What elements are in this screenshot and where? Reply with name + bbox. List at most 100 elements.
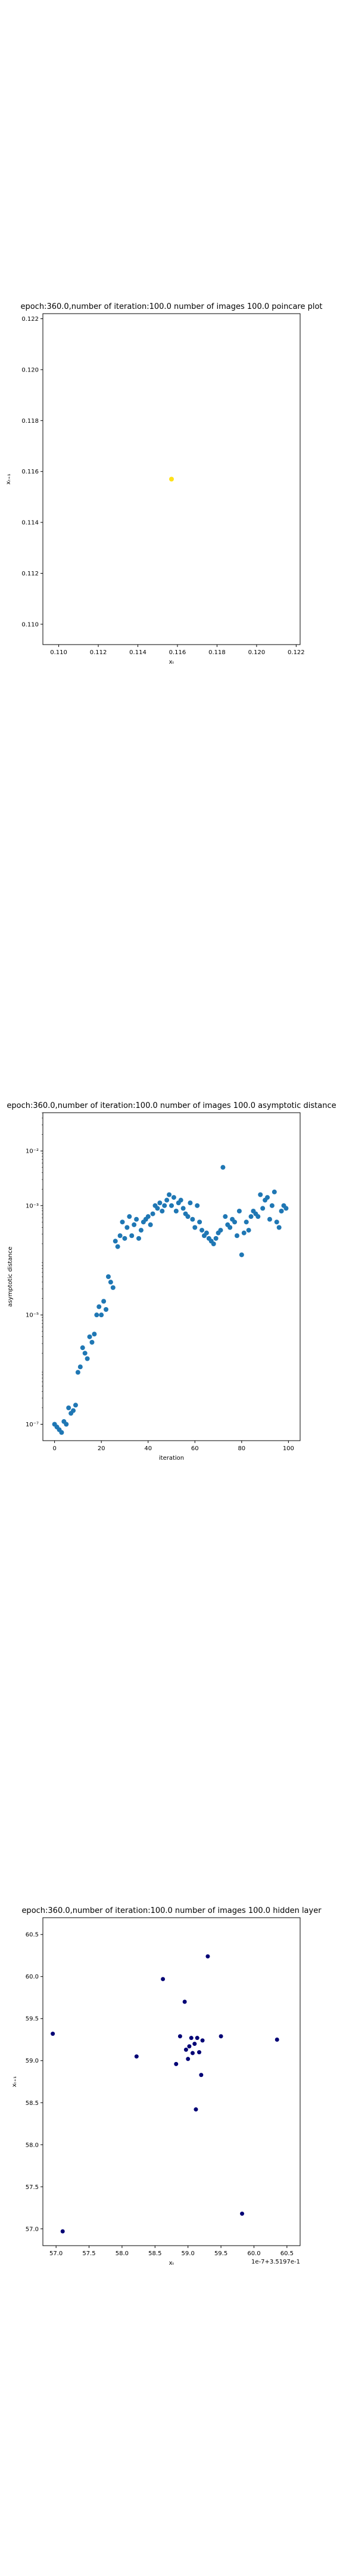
data-point — [60, 2229, 65, 2234]
data-point — [195, 1203, 200, 1208]
data-point — [182, 1999, 187, 2004]
y-tick-label: 10⁻⁵ — [26, 1312, 39, 1319]
data-point — [134, 1216, 139, 1222]
asymptotic-distance-figure: epoch:360.0,number of iteration:100.0 nu… — [0, 1091, 343, 1479]
hidden-layer-plot: epoch:360.0,number of iteration:100.0 nu… — [11, 1906, 322, 2267]
x-tick-label: 58.0 — [116, 2250, 129, 2257]
data-point — [187, 2044, 192, 2049]
data-point — [246, 1228, 251, 1233]
data-point — [274, 1219, 279, 1225]
data-point — [220, 1165, 226, 1170]
y-tick-label: 0.122 — [21, 316, 39, 323]
x-tick-label: 57.0 — [49, 2250, 63, 2257]
data-point — [150, 1211, 155, 1216]
data-point — [71, 1408, 76, 1413]
chart-title: epoch:360.0,number of iteration:100.0 nu… — [7, 1101, 336, 1110]
chart-title: epoch:360.0,number of iteration:100.0 nu… — [21, 1906, 322, 1915]
poincare-plot-figure: epoch:360.0,number of iteration:100.0 nu… — [0, 292, 343, 680]
data-point — [160, 1209, 165, 1213]
data-point — [99, 1312, 104, 1318]
x-tick-label: 0.118 — [208, 649, 226, 656]
y-axis-label: xₜ₊₁ — [11, 2076, 18, 2087]
data-point — [241, 1230, 247, 1236]
data-point — [171, 1195, 176, 1200]
y-tick-label: 10⁻³ — [26, 1203, 39, 1209]
x-tick-label: 60 — [191, 1445, 199, 1452]
x-tick-label: 60.5 — [280, 2250, 294, 2257]
data-point — [138, 1228, 144, 1233]
y-axis-label: asymptotic distance — [7, 1246, 14, 1306]
data-point — [120, 1219, 125, 1225]
data-point — [213, 1236, 219, 1241]
data-point — [101, 1299, 107, 1304]
data-point — [178, 1197, 183, 1203]
x-tick-label: 0.116 — [169, 649, 186, 656]
data-point — [169, 1203, 174, 1208]
data-point — [258, 1192, 263, 1197]
data-point — [197, 1219, 202, 1225]
data-point — [272, 1189, 277, 1194]
data-point — [134, 2054, 139, 2059]
y-tick-label: 58.5 — [26, 2100, 39, 2107]
data-point — [244, 1219, 249, 1225]
x-axis-label: xₜ — [169, 659, 174, 665]
x-tick-label: 20 — [98, 1445, 105, 1452]
x-tick-label: 0.110 — [50, 649, 67, 656]
data-point — [66, 1405, 71, 1410]
y-tick-label: 0.120 — [21, 367, 39, 373]
plot-frame — [42, 313, 301, 645]
data-point — [104, 1307, 109, 1312]
asymptotic-distance-plot: epoch:360.0,number of iteration:100.0 nu… — [7, 1101, 336, 1462]
data-point — [236, 1209, 242, 1213]
data-point — [199, 1228, 205, 1233]
y-tick-label: 0.112 — [21, 571, 39, 577]
axis-offset-text: 1e-7+3.5197e-1 — [251, 2259, 300, 2265]
data-point — [267, 1216, 272, 1222]
chart-title: epoch:360.0,number of iteration:100.0 nu… — [20, 302, 322, 311]
x-tick-label: 40 — [144, 1445, 152, 1452]
x-tick-label: 59.0 — [182, 2250, 195, 2257]
data-point — [275, 2037, 279, 2042]
data-point — [129, 1233, 135, 1239]
data-point — [269, 1203, 275, 1208]
y-tick-label: 0.114 — [21, 520, 39, 527]
data-point — [189, 2036, 194, 2041]
data-point — [192, 1225, 198, 1230]
y-tick-label: 59.5 — [26, 2016, 39, 2023]
data-point — [190, 2051, 195, 2055]
x-tick-label: 59.5 — [214, 2250, 227, 2257]
y-tick-label: 57.0 — [26, 2226, 39, 2233]
data-point — [105, 1274, 111, 1279]
x-tick-label: 80 — [238, 1445, 245, 1452]
data-point — [260, 1206, 266, 1211]
y-axis-label: xₜ₊₁ — [5, 473, 12, 484]
data-point — [132, 1222, 137, 1227]
data-point — [64, 1422, 69, 1427]
x-tick-label: 60.0 — [247, 2250, 260, 2257]
x-tick-label: 100 — [283, 1445, 294, 1452]
data-point — [92, 1332, 97, 1337]
data-point — [96, 1304, 102, 1309]
data-point — [148, 1222, 153, 1227]
y-tick-label: 58.0 — [26, 2142, 39, 2148]
data-point — [197, 2050, 202, 2055]
data-point — [174, 2061, 179, 2066]
data-point — [188, 1200, 193, 1206]
y-tick-label: 0.116 — [21, 469, 39, 475]
data-point — [190, 1216, 195, 1222]
data-point — [167, 1192, 172, 1197]
x-tick-label: 0 — [52, 1445, 56, 1452]
data-point — [227, 1225, 233, 1230]
data-point — [192, 2042, 197, 2046]
y-tick-label: 0.118 — [21, 418, 39, 425]
x-tick-label: 0.112 — [90, 649, 107, 656]
data-point — [113, 1239, 118, 1244]
data-point — [265, 1195, 270, 1200]
data-point — [283, 1206, 289, 1211]
data-point — [255, 1214, 261, 1219]
data-point — [145, 1214, 151, 1219]
data-point — [199, 2073, 204, 2077]
data-point — [279, 1209, 284, 1213]
data-point — [82, 1351, 88, 1356]
data-point — [51, 2032, 55, 2036]
